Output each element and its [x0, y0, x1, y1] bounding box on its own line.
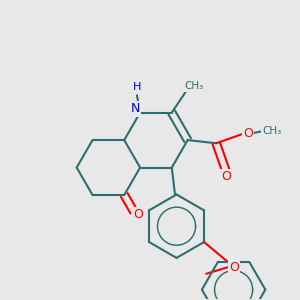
- Text: N: N: [130, 102, 140, 115]
- Text: O: O: [229, 261, 239, 274]
- Text: O: O: [229, 261, 239, 274]
- Text: H: H: [133, 82, 141, 92]
- Text: O: O: [221, 170, 231, 183]
- Text: CH₃: CH₃: [262, 126, 281, 136]
- Text: O: O: [243, 127, 253, 140]
- Text: O: O: [134, 208, 143, 221]
- Text: CH₃: CH₃: [184, 81, 204, 91]
- Text: CH₃: CH₃: [262, 126, 281, 136]
- Text: O: O: [221, 170, 231, 183]
- Text: CH₃: CH₃: [184, 81, 204, 91]
- Text: O: O: [243, 127, 253, 140]
- Text: H: H: [133, 82, 141, 92]
- Text: N: N: [130, 102, 140, 115]
- Text: O: O: [134, 208, 143, 221]
